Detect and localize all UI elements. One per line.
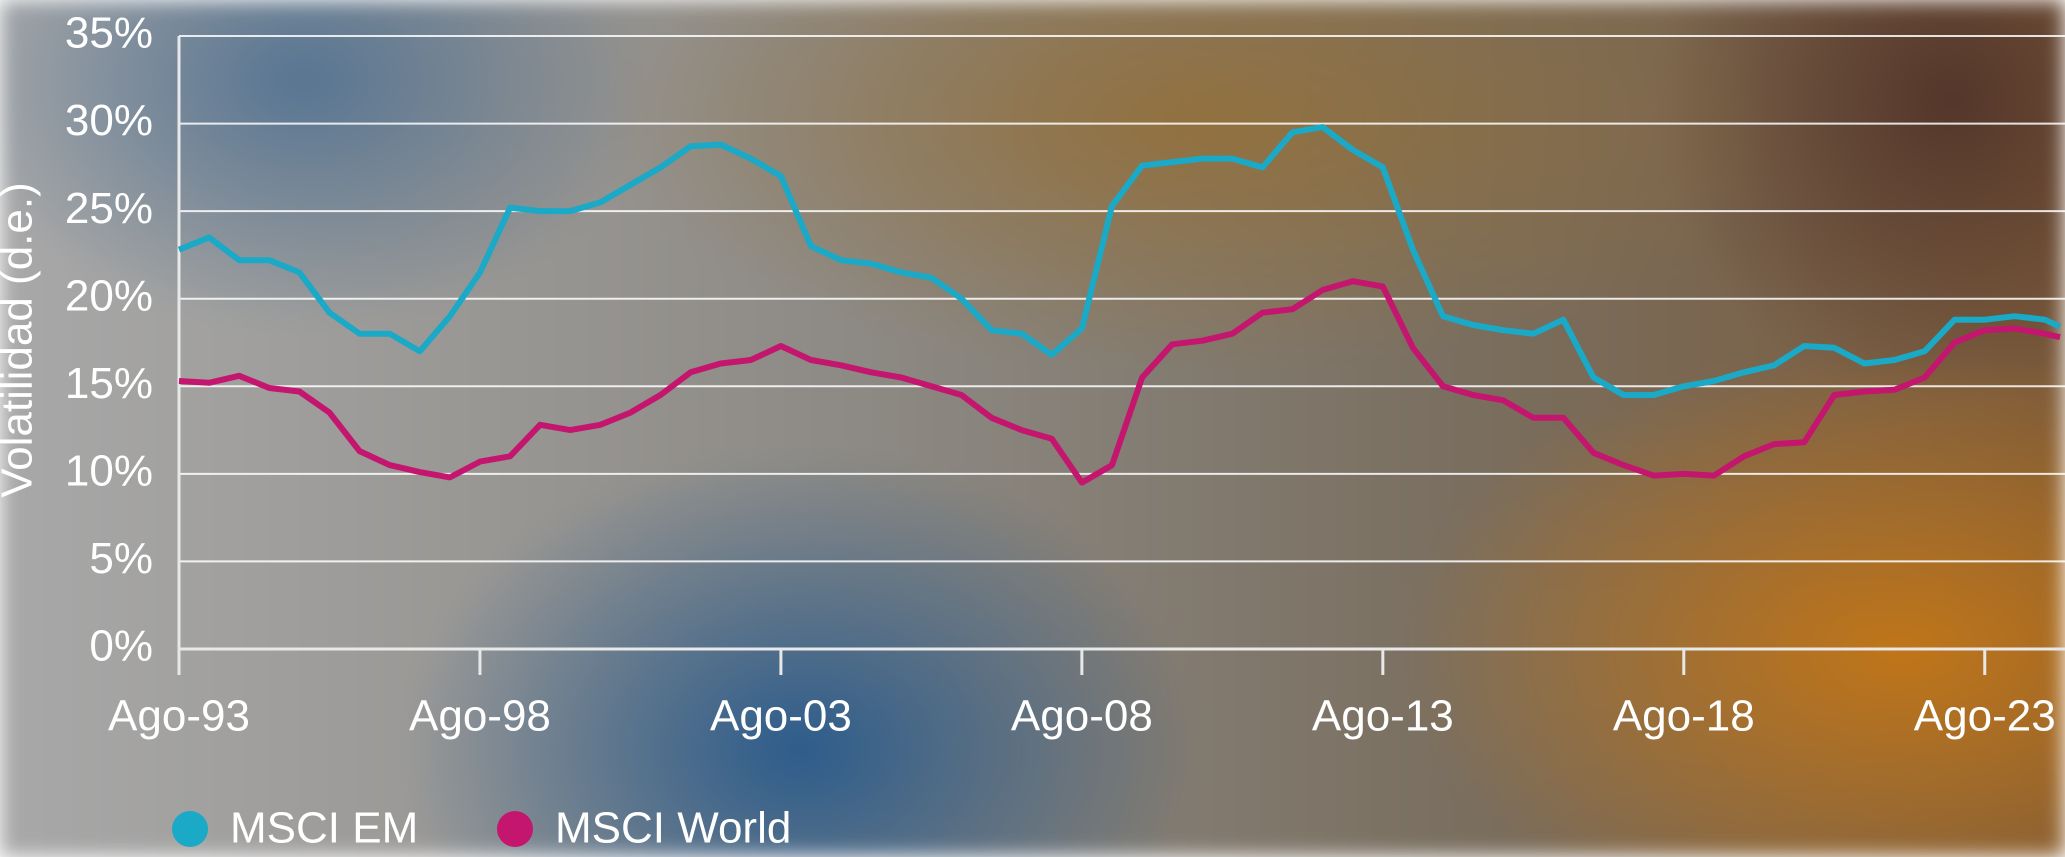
legend-swatch: [497, 811, 533, 847]
series-line: [178, 278, 2061, 486]
y-tick-label: 0%: [89, 622, 153, 671]
y-tick-label: 25%: [65, 184, 153, 233]
legend-label: MSCI World: [555, 804, 791, 853]
x-tick-label: Ago-03: [710, 692, 852, 741]
x-tick-label: Ago-13: [1312, 692, 1454, 741]
y-tick-label: 5%: [89, 534, 153, 583]
y-axis-label: Volatilidad (d.e.): [0, 182, 42, 498]
x-tick-label: Ago-18: [1613, 692, 1755, 741]
legend-swatch: [172, 811, 208, 847]
y-tick-label: 35%: [65, 9, 153, 58]
x-tick-label: Ago-98: [409, 692, 551, 741]
x-tick-label: Ago-93: [108, 692, 250, 741]
y-tick-label: 30%: [65, 96, 153, 145]
x-tick-label: Ago-08: [1011, 692, 1153, 741]
y-tick-label: 10%: [65, 446, 153, 495]
legend-label: MSCI EM: [230, 804, 418, 853]
x-tick-label: Ago-23: [1914, 692, 2056, 741]
y-tick-label: 20%: [65, 271, 153, 320]
y-tick-label: 15%: [65, 359, 153, 408]
series-line: [177, 124, 2062, 398]
